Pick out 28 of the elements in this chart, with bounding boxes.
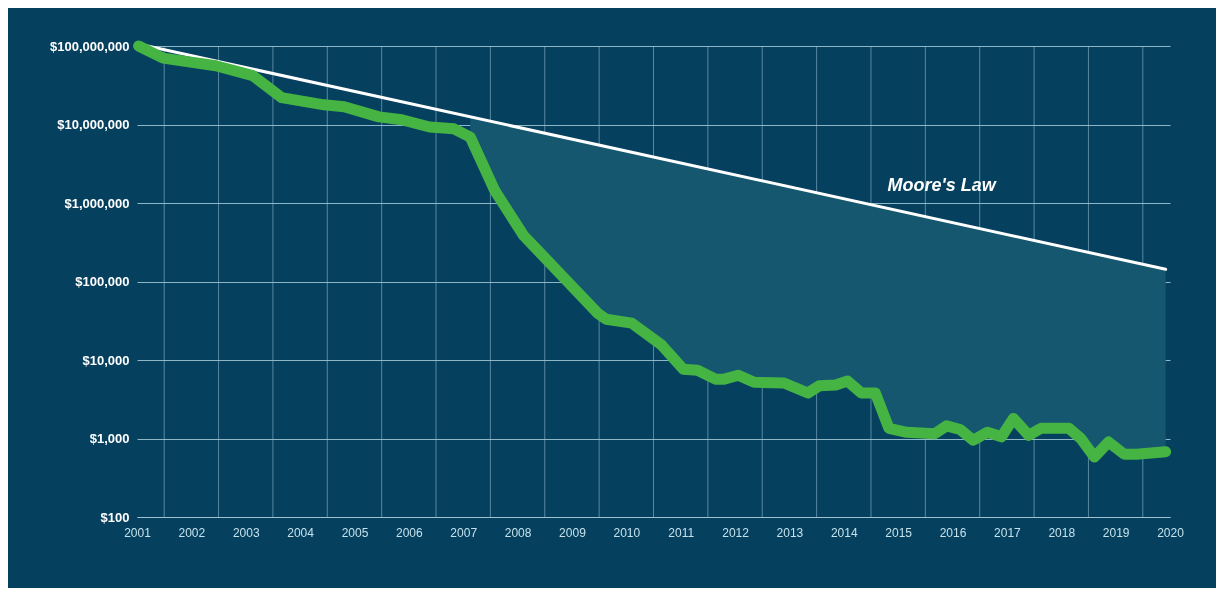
y-tick-label: $10,000	[82, 352, 130, 368]
y-tick-label: $100,000,000	[49, 38, 130, 54]
x-tick-label: 2010	[613, 525, 641, 540]
x-tick-label: 2004	[287, 525, 315, 540]
y-tick-label: $1,000,000	[64, 195, 130, 211]
y-tick-label: $1,000	[89, 431, 130, 446]
x-tick-label: 2003	[232, 525, 260, 540]
y-tick-label: $10,000,000	[57, 117, 130, 132]
series-label: Moore's Law	[887, 175, 997, 196]
x-tick-label: 2007	[450, 525, 478, 540]
y-tick-label: $100,000	[75, 274, 130, 289]
x-tick-label: 2016	[939, 525, 967, 540]
x-tick-label: 2008	[504, 525, 532, 540]
x-tick-label: 2011	[668, 525, 695, 540]
x-tick-label: 2018	[1048, 525, 1076, 540]
x-tick-label: 2015	[885, 525, 913, 540]
x-tick-label: 2020	[1157, 525, 1185, 540]
x-tick-label: 2002	[178, 525, 206, 540]
x-tick-label: 2005	[341, 525, 369, 540]
x-tick-label: 2014	[830, 525, 858, 540]
y-tick-label: $100	[100, 509, 130, 525]
x-tick-label: 2012	[722, 525, 750, 540]
x-tick-label: 2019	[1102, 525, 1130, 540]
x-tick-label: 2001	[124, 525, 152, 540]
x-tick-label: 2013	[776, 525, 804, 540]
x-tick-label: 2009	[559, 525, 587, 540]
x-tick-label: 2017	[994, 525, 1022, 540]
x-tick-label: 2006	[395, 525, 424, 540]
